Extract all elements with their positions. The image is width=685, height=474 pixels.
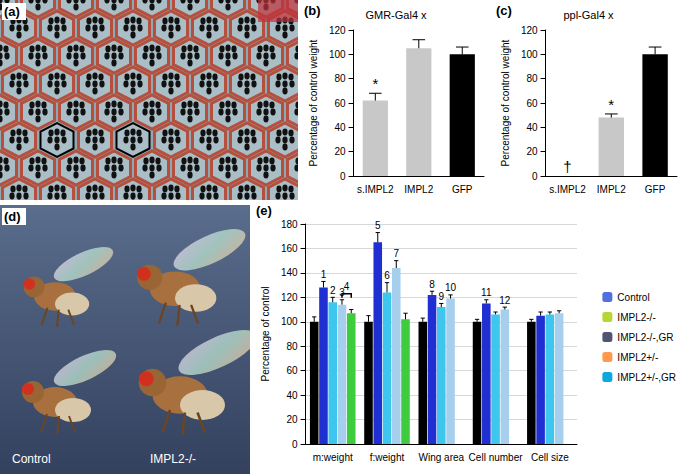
svg-text:IMPL2+/-,GR: IMPL2+/-,GR bbox=[617, 372, 676, 383]
svg-text:Cell size: Cell size bbox=[531, 452, 569, 463]
svg-text:0: 0 bbox=[292, 439, 298, 450]
svg-text:(d): (d) bbox=[4, 209, 21, 224]
svg-text:0: 0 bbox=[532, 171, 538, 182]
svg-text:100: 100 bbox=[521, 49, 538, 60]
svg-text:11: 11 bbox=[481, 287, 492, 298]
svg-text:IMPL2-/-: IMPL2-/- bbox=[150, 452, 196, 466]
svg-text:Percentage of control weight: Percentage of control weight bbox=[500, 39, 511, 166]
svg-text:IMPL2-/-: IMPL2-/- bbox=[617, 312, 655, 323]
svg-text:Percentage of control weight: Percentage of control weight bbox=[308, 39, 319, 166]
svg-text:(c): (c) bbox=[496, 3, 512, 18]
svg-text:120: 120 bbox=[281, 292, 298, 303]
svg-text:5: 5 bbox=[375, 220, 381, 231]
svg-text:(a): (a) bbox=[4, 4, 20, 19]
svg-text:*: * bbox=[372, 75, 378, 92]
svg-text:80: 80 bbox=[526, 73, 538, 84]
svg-text:4: 4 bbox=[344, 281, 350, 292]
svg-text:Control: Control bbox=[617, 292, 649, 303]
svg-text:m:weight: m:weight bbox=[313, 452, 353, 463]
svg-text:20: 20 bbox=[286, 414, 298, 425]
svg-text:Cell number: Cell number bbox=[469, 452, 524, 463]
svg-text:100: 100 bbox=[281, 316, 298, 327]
svg-text:*: * bbox=[608, 96, 614, 113]
svg-text:GMR-Gal4 x: GMR-Gal4 x bbox=[365, 9, 427, 21]
svg-text:20: 20 bbox=[526, 146, 538, 157]
svg-text:9: 9 bbox=[439, 291, 445, 302]
svg-text:Wing area: Wing area bbox=[419, 452, 465, 463]
svg-text:12: 12 bbox=[499, 295, 511, 306]
svg-text:20: 20 bbox=[334, 146, 346, 157]
svg-text:†: † bbox=[563, 158, 571, 175]
svg-text:8: 8 bbox=[429, 279, 435, 290]
svg-text:160: 160 bbox=[281, 243, 298, 254]
svg-text:0: 0 bbox=[340, 171, 346, 182]
svg-text:60: 60 bbox=[334, 98, 346, 109]
svg-text:(e): (e) bbox=[256, 203, 272, 218]
svg-text:6: 6 bbox=[384, 270, 390, 281]
svg-text:ppl-Gal4 x: ppl-Gal4 x bbox=[563, 9, 614, 21]
svg-text:Control: Control bbox=[12, 452, 51, 466]
svg-text:40: 40 bbox=[334, 122, 346, 133]
svg-text:(b): (b) bbox=[304, 3, 321, 18]
svg-text:1: 1 bbox=[321, 269, 327, 280]
svg-text:f:weight: f:weight bbox=[370, 452, 405, 463]
svg-text:60: 60 bbox=[286, 365, 298, 376]
svg-text:80: 80 bbox=[286, 341, 298, 352]
svg-text:IMPL2-/-,GR: IMPL2-/-,GR bbox=[617, 332, 673, 343]
svg-text:2: 2 bbox=[330, 285, 336, 296]
svg-text:7: 7 bbox=[393, 248, 399, 259]
svg-text:10: 10 bbox=[445, 282, 457, 293]
svg-text:s.IMPL2: s.IMPL2 bbox=[357, 184, 394, 195]
svg-text:40: 40 bbox=[526, 122, 538, 133]
svg-text:180: 180 bbox=[281, 219, 298, 230]
svg-text:40: 40 bbox=[286, 390, 298, 401]
svg-text:140: 140 bbox=[281, 267, 298, 278]
svg-text:GFP: GFP bbox=[452, 184, 473, 195]
svg-text:IMPL2: IMPL2 bbox=[404, 184, 433, 195]
svg-text:3: 3 bbox=[339, 287, 345, 299]
svg-text:120: 120 bbox=[521, 25, 538, 36]
svg-text:80: 80 bbox=[334, 73, 346, 84]
svg-text:Percentage of control: Percentage of control bbox=[260, 286, 271, 381]
svg-text:IMPL2+/-: IMPL2+/- bbox=[617, 352, 658, 363]
svg-text:IMPL2: IMPL2 bbox=[597, 184, 626, 195]
svg-text:60: 60 bbox=[526, 98, 538, 109]
svg-text:120: 120 bbox=[329, 25, 346, 36]
svg-text:GFP: GFP bbox=[645, 184, 666, 195]
svg-text:100: 100 bbox=[329, 49, 346, 60]
svg-text:s.IMPL2: s.IMPL2 bbox=[549, 184, 586, 195]
